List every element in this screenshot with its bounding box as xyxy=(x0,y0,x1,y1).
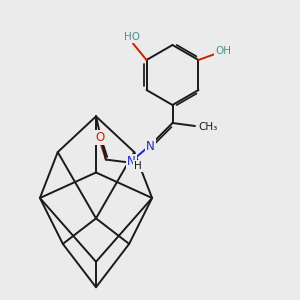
Text: N: N xyxy=(146,140,155,153)
Text: OH: OH xyxy=(215,46,231,56)
Text: O: O xyxy=(95,131,104,144)
Text: N: N xyxy=(127,155,136,168)
Text: H: H xyxy=(134,160,142,171)
Text: HO: HO xyxy=(124,32,140,42)
Text: CH₃: CH₃ xyxy=(198,122,217,132)
